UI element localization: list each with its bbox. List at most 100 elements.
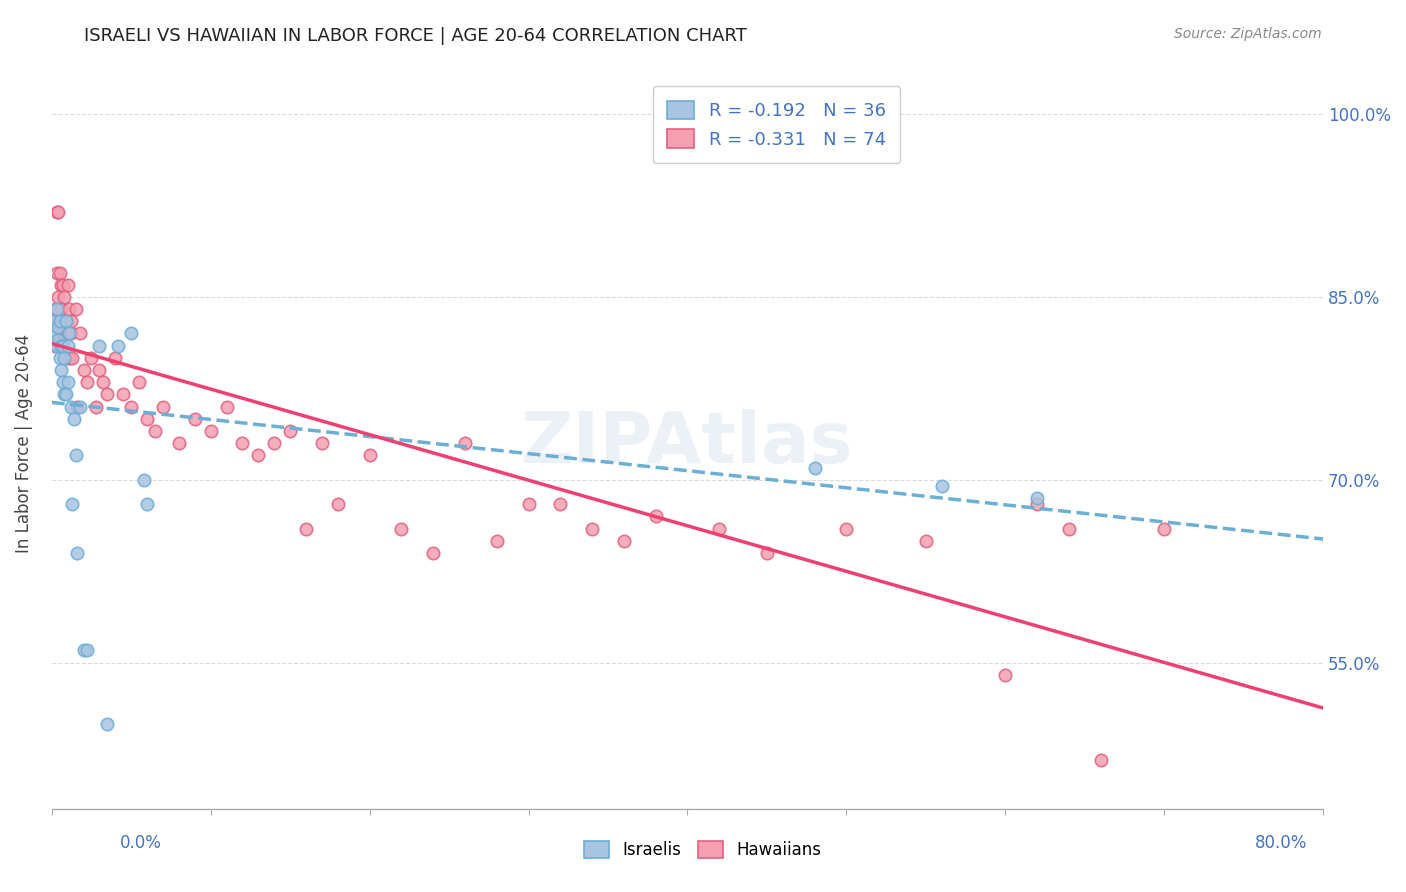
Point: [59, 400, 82, 414]
Point: [835, 522, 858, 536]
Point: [91, 376, 114, 390]
Point: [96, 387, 118, 401]
Point: [53, 351, 76, 365]
Point: [48, 266, 70, 280]
Point: [46, 320, 69, 334]
Point: [56, 376, 79, 390]
Point: [422, 546, 444, 560]
Point: [1153, 522, 1175, 536]
Point: [581, 522, 603, 536]
Point: [247, 449, 270, 463]
Point: [263, 436, 285, 450]
Point: [120, 400, 142, 414]
Point: [72, 363, 94, 377]
Point: [200, 424, 222, 438]
Point: [167, 436, 190, 450]
Point: [914, 533, 936, 548]
Point: [56, 339, 79, 353]
Point: [132, 473, 155, 487]
Point: [51, 326, 73, 341]
Point: [62, 497, 84, 511]
Point: [931, 479, 953, 493]
Text: ZIPAtlas: ZIPAtlas: [522, 409, 853, 478]
Point: [803, 460, 825, 475]
Point: [62, 351, 84, 365]
Point: [48, 314, 70, 328]
Text: 80.0%: 80.0%: [1256, 834, 1308, 852]
Point: [107, 339, 129, 353]
Point: [1057, 522, 1080, 536]
Point: [53, 387, 76, 401]
Point: [56, 277, 79, 292]
Text: Source: ZipAtlas.com: Source: ZipAtlas.com: [1174, 27, 1322, 41]
Point: [59, 314, 82, 328]
Point: [1090, 753, 1112, 767]
Point: [55, 314, 77, 328]
Point: [278, 424, 301, 438]
Text: ISRAELI VS HAWAIIAN IN LABOR FORCE | AGE 20-64 CORRELATION CHART: ISRAELI VS HAWAIIAN IN LABOR FORCE | AGE…: [84, 27, 747, 45]
Point: [46, 204, 69, 219]
Point: [613, 533, 636, 548]
Point: [45, 339, 67, 353]
Point: [56, 326, 79, 341]
Point: [69, 326, 91, 341]
Point: [48, 351, 70, 365]
Point: [55, 314, 77, 328]
Point: [52, 339, 75, 353]
Point: [80, 351, 103, 365]
Point: [96, 716, 118, 731]
Point: [45, 204, 67, 219]
Point: [51, 302, 73, 317]
Point: [65, 449, 87, 463]
Point: [46, 290, 69, 304]
Point: [45, 302, 67, 317]
Point: [66, 546, 89, 560]
Point: [52, 314, 75, 328]
Legend: R = -0.192   N = 36, R = -0.331   N = 74: R = -0.192 N = 36, R = -0.331 N = 74: [652, 87, 900, 163]
Point: [709, 522, 731, 536]
Point: [152, 400, 174, 414]
Point: [44, 314, 66, 328]
Point: [63, 412, 86, 426]
Point: [112, 387, 135, 401]
Point: [359, 449, 381, 463]
Point: [48, 339, 70, 353]
Point: [517, 497, 540, 511]
Point: [136, 497, 159, 511]
Point: [326, 497, 349, 511]
Point: [311, 436, 333, 450]
Point: [58, 351, 80, 365]
Point: [42, 326, 65, 341]
Point: [231, 436, 253, 450]
Point: [1026, 491, 1049, 505]
Point: [128, 376, 150, 390]
Point: [51, 277, 73, 292]
Point: [69, 400, 91, 414]
Point: [136, 412, 159, 426]
Point: [52, 277, 75, 292]
Point: [72, 643, 94, 657]
Point: [1026, 497, 1049, 511]
Point: [485, 533, 508, 548]
Point: [52, 376, 75, 390]
Point: [46, 333, 69, 347]
Point: [184, 412, 207, 426]
Point: [104, 351, 127, 365]
Point: [550, 497, 572, 511]
Point: [295, 522, 318, 536]
Point: [454, 436, 477, 450]
Point: [44, 302, 66, 317]
Point: [55, 351, 77, 365]
Point: [76, 643, 98, 657]
Y-axis label: In Labor Force | Age 20-64: In Labor Force | Age 20-64: [15, 334, 32, 553]
Point: [53, 290, 76, 304]
Point: [58, 326, 80, 341]
Point: [51, 363, 73, 377]
Point: [53, 326, 76, 341]
Point: [58, 302, 80, 317]
Legend: Israelis, Hawaiians: Israelis, Hawaiians: [578, 834, 828, 866]
Point: [55, 387, 77, 401]
Point: [755, 546, 778, 560]
Point: [51, 339, 73, 353]
Point: [89, 339, 111, 353]
